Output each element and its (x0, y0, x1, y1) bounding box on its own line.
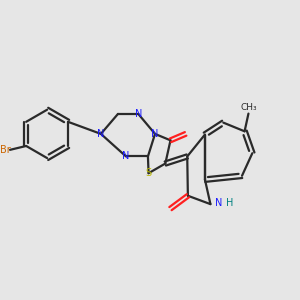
Text: S: S (146, 168, 152, 178)
Text: N: N (97, 129, 105, 139)
Text: N: N (151, 129, 159, 139)
Text: H: H (226, 199, 233, 208)
Text: Br: Br (1, 145, 11, 155)
Text: CH₃: CH₃ (240, 103, 257, 112)
Text: N: N (215, 199, 222, 208)
Text: N: N (122, 152, 130, 161)
Text: N: N (135, 109, 142, 119)
